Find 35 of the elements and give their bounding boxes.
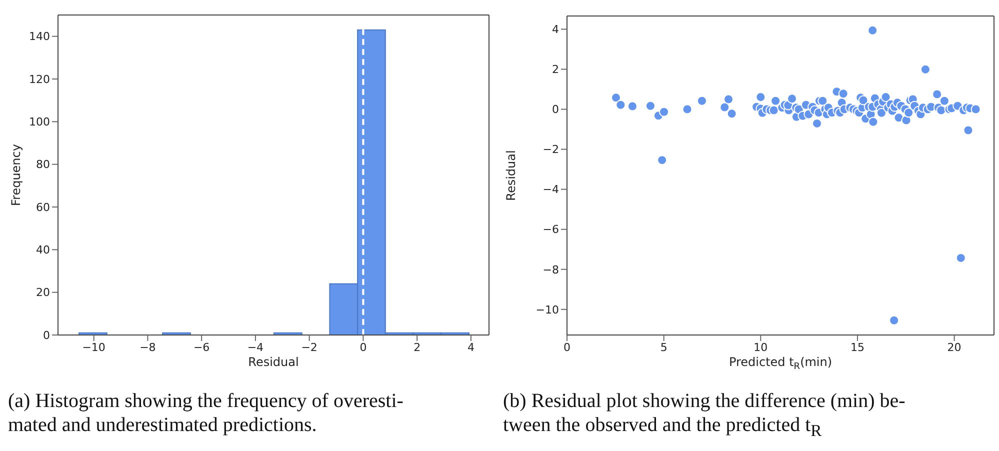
x-tick-label: −2 [301,340,318,354]
text: (b) Residual plot showing the difference (min) be- tween the observed and the predicted t$_{R}$ [503,389,906,442]
x-tick-label: −4 [247,340,264,354]
y-tick-label: 2 [552,63,559,76]
y-tick-label: 60 [36,200,50,214]
x-tick-label: 0 [360,340,367,354]
y-tick-label: −6 [542,223,559,236]
y-tick-label: −8 [542,263,559,276]
x-axis-title: Residual [248,355,299,369]
x-tick-label: 2 [414,340,421,354]
y-axis-title: Frequency [9,144,23,206]
x-axis-title: Predicted t$_{R}$(min) [728,355,832,372]
y-tick-label: −10 [536,303,559,316]
y-tick-label: −4 [542,183,559,196]
x-tick-label: −10 [82,340,106,354]
y-tick-label: −2 [542,143,559,156]
x-tick-label: 10 [754,340,768,354]
x-tick-label: 4 [467,340,474,354]
y-axis-title: Residual [504,150,518,201]
y-tick-label: 20 [36,286,50,300]
y-tick-label: 100 [29,116,50,129]
y-tick-label: 120 [29,72,50,86]
text: (a) Histogram showing the frequency of overesti- mated and underestimated predictions. [8,389,404,437]
y-tick-label: 140 [29,30,50,44]
x-tick-label: 15 [850,340,864,354]
x-tick-label: −8 [140,340,156,354]
y-tick-label: 80 [36,158,50,172]
x-tick-label: −6 [193,340,210,354]
x-tick-label: 20 [947,340,962,354]
x-tick-label: 0 [564,340,570,354]
y-tick-label: 4 [552,23,559,36]
y-tick-label: 0 [43,328,50,342]
y-tick-label: 40 [36,244,50,257]
x-tick-label: 5 [660,340,668,354]
y-tick-label: 0 [552,103,559,116]
